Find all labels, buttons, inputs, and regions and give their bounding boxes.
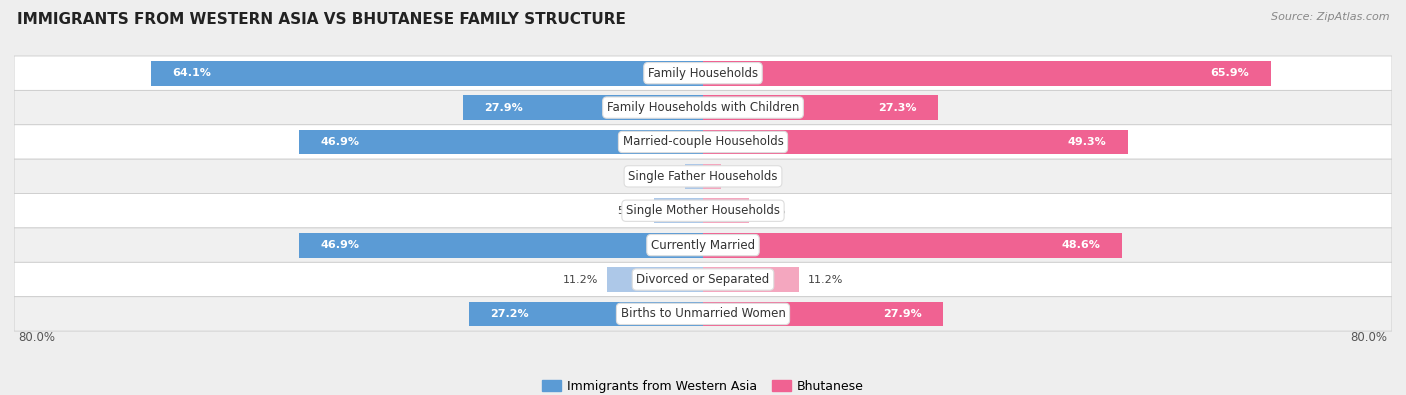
Text: Single Father Households: Single Father Households [628, 170, 778, 183]
Text: IMMIGRANTS FROM WESTERN ASIA VS BHUTANESE FAMILY STRUCTURE: IMMIGRANTS FROM WESTERN ASIA VS BHUTANES… [17, 12, 626, 27]
Text: 80.0%: 80.0% [18, 331, 55, 344]
FancyBboxPatch shape [14, 90, 1392, 125]
Bar [685, 164, 703, 189]
Bar [299, 233, 703, 258]
Text: Currently Married: Currently Married [651, 239, 755, 252]
Legend: Immigrants from Western Asia, Bhutanese: Immigrants from Western Asia, Bhutanese [537, 375, 869, 395]
Text: 80.0%: 80.0% [1351, 331, 1388, 344]
Text: 48.6%: 48.6% [1062, 240, 1099, 250]
Bar [703, 130, 1128, 154]
Text: 27.2%: 27.2% [491, 309, 529, 319]
Text: 27.3%: 27.3% [879, 103, 917, 113]
Text: 2.1%: 2.1% [648, 171, 676, 181]
Text: 46.9%: 46.9% [321, 137, 360, 147]
Text: 2.1%: 2.1% [730, 171, 758, 181]
Bar [468, 301, 703, 326]
Text: Divorced or Separated: Divorced or Separated [637, 273, 769, 286]
Bar [606, 267, 703, 292]
Bar [299, 130, 703, 154]
Bar [703, 267, 800, 292]
FancyBboxPatch shape [14, 297, 1392, 331]
Text: 27.9%: 27.9% [484, 103, 523, 113]
Text: 5.3%: 5.3% [758, 206, 786, 216]
Text: 49.3%: 49.3% [1067, 137, 1107, 147]
FancyBboxPatch shape [14, 228, 1392, 262]
FancyBboxPatch shape [14, 194, 1392, 228]
Bar [703, 61, 1271, 86]
Bar [463, 95, 703, 120]
Text: Single Mother Households: Single Mother Households [626, 204, 780, 217]
Text: Source: ZipAtlas.com: Source: ZipAtlas.com [1271, 12, 1389, 22]
Text: 27.9%: 27.9% [883, 309, 922, 319]
Text: Family Households: Family Households [648, 67, 758, 80]
Text: 11.2%: 11.2% [562, 275, 598, 284]
Bar [654, 198, 703, 223]
Text: 46.9%: 46.9% [321, 240, 360, 250]
Text: Married-couple Households: Married-couple Households [623, 135, 783, 149]
FancyBboxPatch shape [14, 125, 1392, 159]
FancyBboxPatch shape [14, 262, 1392, 297]
Text: 65.9%: 65.9% [1211, 68, 1249, 78]
FancyBboxPatch shape [14, 56, 1392, 90]
Bar [703, 198, 748, 223]
Bar [703, 164, 721, 189]
Bar [703, 233, 1122, 258]
Bar [150, 61, 703, 86]
Text: Family Households with Children: Family Households with Children [607, 101, 799, 114]
Text: 64.1%: 64.1% [173, 68, 211, 78]
Text: 11.2%: 11.2% [808, 275, 844, 284]
Bar [703, 95, 938, 120]
Bar [703, 301, 943, 326]
Text: Births to Unmarried Women: Births to Unmarried Women [620, 307, 786, 320]
Text: 5.7%: 5.7% [617, 206, 645, 216]
FancyBboxPatch shape [14, 159, 1392, 194]
